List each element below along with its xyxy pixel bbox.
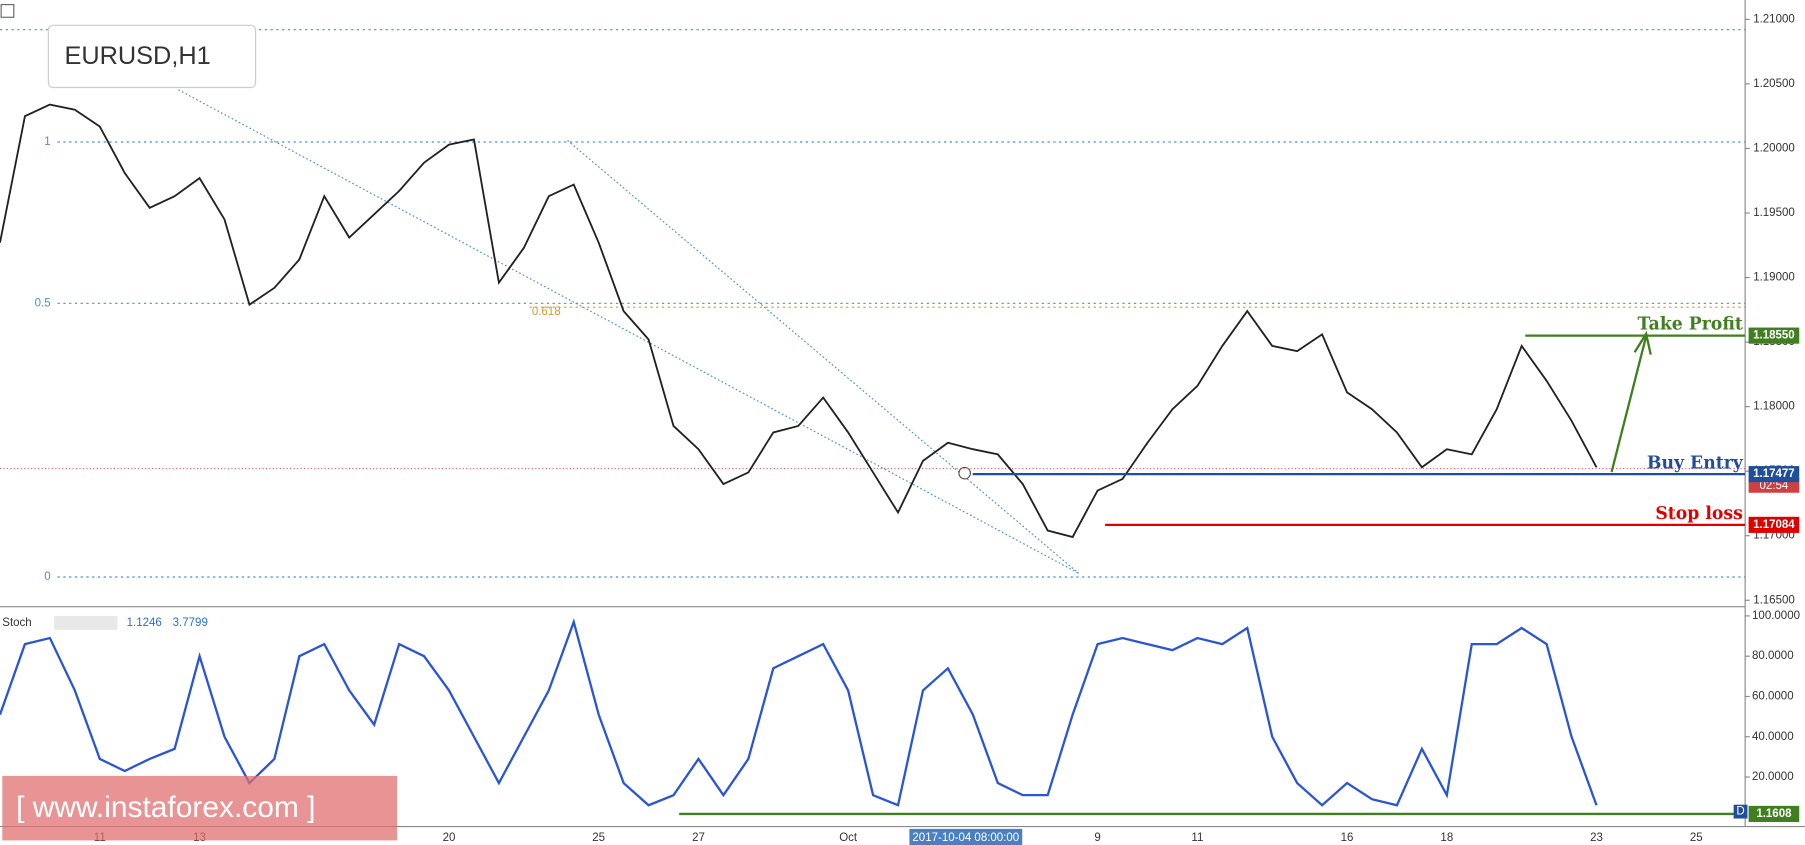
x-tick-label: 11 bbox=[1191, 832, 1203, 844]
watermark-box bbox=[2, 775, 398, 841]
price-tag-label: 1.18550 bbox=[1753, 330, 1795, 342]
y-tick-label: 60.0000 bbox=[1752, 691, 1794, 703]
anchor-point bbox=[958, 466, 971, 480]
x-tick-label: 23 bbox=[1590, 832, 1603, 844]
fib-label: 0.618 bbox=[532, 306, 561, 318]
marks: 1.165001.170001.175001.180001.185001.190… bbox=[0, 13, 1800, 845]
marker: D bbox=[1736, 806, 1744, 818]
y-tick-label: 1.16500 bbox=[1753, 594, 1795, 606]
cursor-label: 2017-10-04 08:00:00 bbox=[912, 832, 1019, 844]
trade-label: Stop loss bbox=[1655, 504, 1742, 524]
trade-label: Take Profit bbox=[1637, 315, 1742, 335]
x-tick-label: 20 bbox=[443, 832, 456, 844]
indicator-title: Stoch bbox=[2, 617, 31, 629]
y-tick-label: 1.20500 bbox=[1753, 78, 1795, 90]
x-tick-label: Oct bbox=[839, 832, 858, 844]
price-tag-label: 1.17084 bbox=[1753, 519, 1795, 531]
y-tick-label: 1.21000 bbox=[1753, 13, 1795, 25]
y-tick-label: 20.0000 bbox=[1752, 771, 1794, 783]
fib-label: 0 bbox=[44, 571, 50, 583]
fib-label: 1 bbox=[44, 136, 50, 148]
price-tag-label: 1.17477 bbox=[1753, 468, 1795, 480]
series-line bbox=[0, 618, 1598, 807]
y-tick-label: 1.20000 bbox=[1753, 142, 1795, 154]
x-tick-label: 27 bbox=[692, 832, 705, 844]
cursor-tag bbox=[909, 828, 1023, 845]
y-tick-label: 100.0000 bbox=[1752, 610, 1800, 622]
y-tick-label: 1.18000 bbox=[1753, 401, 1795, 413]
price-tag bbox=[1748, 516, 1800, 533]
x-tick-label: 25 bbox=[592, 832, 605, 844]
x-tick-label: 18 bbox=[1440, 832, 1453, 844]
fib-label: 0.5 bbox=[35, 297, 51, 309]
collapse-button[interactable] bbox=[0, 4, 15, 18]
trade-label: Buy Entry bbox=[1647, 453, 1744, 473]
x-tick-label: 16 bbox=[1341, 832, 1354, 844]
timer: 02:54 bbox=[1760, 480, 1789, 492]
trend-line bbox=[567, 140, 1079, 574]
indicator-readout: 1.1246 bbox=[127, 617, 162, 629]
target-arrow bbox=[1610, 335, 1648, 473]
watermark: [ www.instaforex.com ] bbox=[16, 791, 315, 824]
chart-title: EURUSD,H1 bbox=[64, 42, 210, 70]
y-tick-label: 1.19000 bbox=[1753, 272, 1795, 284]
arrow-head bbox=[1633, 330, 1652, 355]
indicator-buttons[interactable] bbox=[54, 615, 118, 630]
series-line bbox=[0, 103, 1598, 539]
stoch-tag-label: 1.1608 bbox=[1756, 808, 1792, 820]
x-tick-label: 25 bbox=[1690, 832, 1703, 844]
stoch-tag bbox=[1748, 805, 1800, 822]
marker-box bbox=[1733, 804, 1748, 819]
y-tick-label: 80.0000 bbox=[1752, 650, 1794, 662]
symbol-box bbox=[47, 24, 257, 89]
y-tick-label: 1.19500 bbox=[1753, 207, 1795, 219]
y-tick-label: 40.0000 bbox=[1752, 731, 1794, 743]
indicator-readout: 3.7799 bbox=[173, 617, 208, 629]
x-tick-label: 9 bbox=[1094, 832, 1100, 844]
price-tag bbox=[1748, 327, 1800, 344]
price-tag bbox=[1748, 466, 1800, 483]
trend-line bbox=[178, 89, 1079, 574]
